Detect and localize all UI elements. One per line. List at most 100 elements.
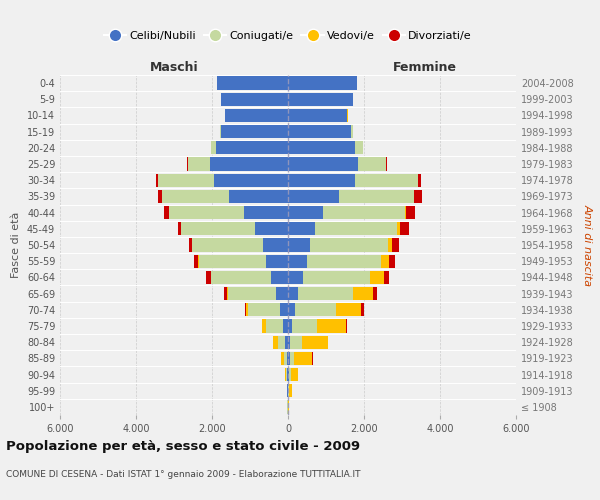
Bar: [225, 109, 288, 122]
Bar: [288, 352, 290, 365]
Bar: [288, 303, 295, 316]
Bar: [287, 368, 288, 381]
Bar: [288, 141, 355, 154]
Bar: [194, 254, 198, 268]
Bar: [266, 320, 283, 332]
Bar: [162, 190, 229, 203]
Bar: [288, 158, 358, 170]
Bar: [288, 254, 307, 268]
Bar: [418, 174, 421, 187]
Bar: [263, 238, 288, 252]
Bar: [156, 174, 158, 187]
Bar: [284, 352, 287, 365]
Bar: [210, 158, 288, 170]
Bar: [288, 368, 289, 381]
Bar: [189, 238, 191, 252]
Bar: [290, 336, 302, 349]
Bar: [281, 352, 284, 365]
Bar: [370, 270, 384, 284]
Bar: [298, 287, 353, 300]
Bar: [288, 238, 310, 252]
Text: Femmine: Femmine: [393, 61, 457, 74]
Bar: [288, 125, 351, 138]
Bar: [381, 254, 389, 268]
Bar: [288, 287, 298, 300]
Bar: [192, 238, 263, 252]
Bar: [351, 125, 353, 138]
Bar: [358, 158, 386, 170]
Legend: Celibi/Nubili, Coniugati/e, Vedovi/e, Divorziati/e: Celibi/Nubili, Coniugati/e, Vedovi/e, Di…: [100, 26, 476, 45]
Bar: [199, 254, 266, 268]
Bar: [288, 109, 347, 122]
Bar: [386, 158, 387, 170]
Bar: [271, 270, 288, 284]
Bar: [310, 238, 388, 252]
Bar: [273, 336, 278, 349]
Bar: [315, 222, 397, 235]
Bar: [283, 320, 288, 332]
Y-axis label: Anni di nascita: Anni di nascita: [583, 204, 593, 286]
Bar: [181, 222, 256, 235]
Bar: [221, 125, 288, 138]
Bar: [414, 190, 415, 203]
Bar: [276, 287, 288, 300]
Bar: [292, 320, 317, 332]
Bar: [295, 303, 335, 316]
Bar: [317, 320, 346, 332]
Bar: [187, 158, 188, 170]
Bar: [288, 174, 355, 187]
Bar: [307, 254, 381, 268]
Bar: [256, 222, 288, 235]
Bar: [323, 206, 404, 220]
Bar: [206, 270, 211, 284]
Bar: [245, 303, 246, 316]
Bar: [217, 76, 288, 90]
Bar: [355, 141, 363, 154]
Bar: [290, 352, 295, 365]
Bar: [227, 287, 228, 300]
Bar: [400, 222, 409, 235]
Bar: [415, 190, 422, 203]
Bar: [340, 190, 414, 203]
Bar: [158, 190, 162, 203]
Text: Maschi: Maschi: [149, 61, 199, 74]
Bar: [244, 206, 288, 220]
Bar: [266, 254, 288, 268]
Bar: [262, 320, 266, 332]
Bar: [404, 206, 406, 220]
Bar: [288, 190, 340, 203]
Bar: [288, 92, 353, 106]
Bar: [229, 190, 288, 203]
Bar: [178, 222, 181, 235]
Bar: [303, 270, 370, 284]
Bar: [346, 320, 347, 332]
Bar: [355, 174, 418, 187]
Bar: [286, 368, 287, 381]
Bar: [288, 270, 303, 284]
Bar: [392, 238, 400, 252]
Text: Popolazione per età, sesso e stato civile - 2009: Popolazione per età, sesso e stato civil…: [6, 440, 360, 453]
Bar: [288, 320, 292, 332]
Bar: [228, 287, 276, 300]
Bar: [288, 206, 323, 220]
Bar: [216, 141, 288, 154]
Bar: [353, 287, 373, 300]
Bar: [289, 368, 290, 381]
Y-axis label: Fasce di età: Fasce di età: [11, 212, 21, 278]
Bar: [389, 254, 395, 268]
Bar: [289, 384, 292, 398]
Bar: [406, 206, 415, 220]
Text: COMUNE DI CESENA - Dati ISTAT 1° gennaio 2009 - Elaborazione TUTTITALIA.IT: COMUNE DI CESENA - Dati ISTAT 1° gennaio…: [6, 470, 361, 479]
Bar: [280, 303, 288, 316]
Bar: [335, 303, 361, 316]
Bar: [288, 222, 315, 235]
Bar: [158, 174, 214, 187]
Bar: [295, 352, 313, 365]
Bar: [286, 336, 288, 349]
Bar: [164, 206, 169, 220]
Bar: [384, 270, 389, 284]
Bar: [188, 158, 210, 170]
Bar: [397, 222, 400, 235]
Bar: [246, 303, 248, 316]
Bar: [302, 336, 328, 349]
